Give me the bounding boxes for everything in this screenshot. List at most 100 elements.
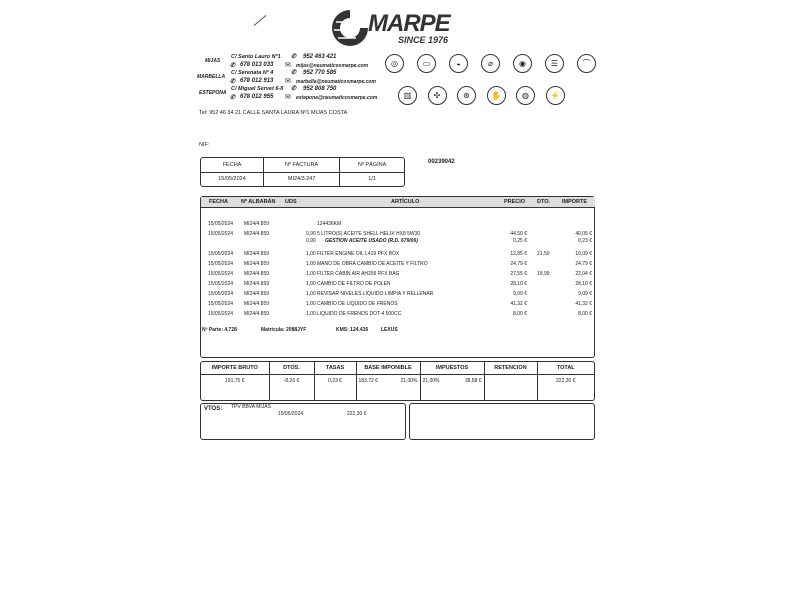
email: estepona@neumaticosmarpe.com	[296, 95, 378, 101]
notes-box	[409, 403, 595, 440]
email-icon: ✉	[285, 78, 291, 85]
row-albaran: MI24/4.859	[244, 301, 270, 307]
row-importe: 40,05 €	[575, 231, 592, 237]
mobile: 678 013 033	[240, 62, 274, 68]
table-row: 15/05/2024 MI24/4.859 0,90 5 LITRO(S) AC…	[201, 231, 595, 240]
row-uds: 1,00	[306, 301, 316, 307]
email-icon: ✉	[285, 94, 291, 101]
row-fecha: 15/05/2024	[208, 271, 234, 277]
city-label: ESTEPONA	[199, 90, 227, 96]
table-row: 0,90 GESTION ACEITE USADO (R.D. 679/06) …	[201, 238, 595, 247]
row-precio: 24,79 €	[510, 261, 527, 267]
phone: 952 808 750	[303, 86, 337, 92]
payment-date: 15/05/2024	[278, 411, 304, 417]
retencion	[483, 373, 538, 400]
row-articulo: REVISAR NIVELES LIQUIDO LIMPIA Y RELLENA…	[317, 291, 434, 297]
row-uds: 0,90	[306, 231, 316, 237]
table-row: 15/05/2024 MI24/4.859 1,00 MANO DE OBRA …	[201, 261, 595, 270]
vehicle-info: Nº Parte: 4.728 Matricula: 2088JYF KMS: …	[201, 327, 595, 336]
total: 222,30 €	[536, 373, 594, 400]
row-articulo: FILTER ENGINE OIL L419 PFX BOX	[317, 251, 400, 257]
impuestos: 21,00% 38,58 €	[419, 373, 485, 400]
license-plate: Matricula: 2088JYF	[261, 327, 307, 333]
hdr-dto: DTO.	[537, 199, 551, 205]
row-fecha: 15/05/2024	[208, 261, 234, 267]
row-albaran: MI24/4.859	[244, 281, 270, 287]
invoice-header-table: FECHA Nº FACTURA Nº PÁGINA 15/05/2024 MI24/…	[200, 157, 405, 187]
row-importe: 10,09 €	[575, 251, 592, 257]
hdr-albaran: Nº ALBARÁN	[241, 199, 276, 205]
street: C/ Santo Lauro Nº1	[231, 54, 281, 60]
row-fecha: 15/05/2024	[208, 311, 234, 317]
phone: 952 463 421	[303, 54, 337, 60]
payment-method: TPV BBVA MIJAS	[231, 404, 271, 410]
row-articulo: 124436KM	[317, 221, 342, 227]
row-uds: 0,90	[306, 238, 316, 244]
row-uds: 1,00	[306, 281, 316, 287]
row-importe: 24,79 €	[575, 261, 592, 267]
row-fecha: 15/05/2024	[208, 221, 234, 227]
col-factura: Nº FACTURA	[263, 158, 341, 173]
phone-icon: ✆	[291, 54, 297, 60]
row-precio: 12,85 €	[510, 251, 527, 257]
row-articulo: GESTION ACEITE USADO (R.D. 679/06)	[325, 238, 418, 244]
mobile: 678 012 913	[240, 78, 274, 84]
row-articulo: CAMBIO DE LIQUIDO DE FRENOS	[317, 301, 398, 307]
tax-amount: 38,58 €	[464, 377, 482, 384]
hdr-articulo: ARTÍCULO	[391, 199, 420, 205]
table-row: 15/05/2024 MI24/4.859 124436KM	[201, 221, 595, 230]
totals-header: TOTAL	[536, 362, 594, 375]
row-albaran: MI24/4.859	[244, 231, 270, 237]
mobile-icon: ✆	[230, 63, 236, 69]
row-dto: 21,50	[537, 251, 550, 257]
hdr-importe: IMPORTE	[562, 199, 588, 205]
vtos-box: VTOS: TPV BBVA MIJAS 15/05/2024 222,30 €	[200, 403, 406, 440]
row-precio: 44,50 €	[510, 231, 527, 237]
page-number: 1/1	[339, 171, 404, 186]
dtos: -8,26 €	[268, 373, 315, 400]
tax-pct: 21,00%	[422, 377, 440, 384]
row-importe: 41,32 €	[575, 301, 592, 307]
oil-icon: ◒	[449, 54, 468, 73]
table-row: 15/05/2024 MI24/4.859 1,00 CAMBIO DE LIQ…	[201, 301, 595, 310]
row-articulo: 5 LITRO(S) ACEITE SHELL HELIX HX8 5W30	[317, 231, 421, 237]
row-albaran: MI24/4.859	[244, 311, 270, 317]
phone-icon: ✆	[291, 86, 297, 92]
row-albaran: MI24/4.859	[244, 251, 270, 257]
row-precio: 0,25 €	[513, 238, 527, 244]
row-articulo: FILTER CABIN AIR AH256 PFX BAG	[317, 271, 400, 277]
importe-bruto: 191,75 €	[201, 373, 270, 400]
headlight-icon: ☰	[545, 54, 564, 73]
parte-number: Nº Parte: 4.728	[202, 327, 237, 333]
phone-icon: ✆	[291, 70, 297, 76]
table-row: 15/05/2024 MI24/4.859 1,00 FILTER ENGINE…	[201, 251, 595, 260]
brake-disc-icon: ◉	[513, 54, 532, 73]
thermometer-icon: ⌀	[481, 54, 500, 73]
row-albaran: MI24/4.859	[244, 291, 270, 297]
row-importe: 8,00 €	[578, 311, 592, 317]
row-articulo: CAMBIO DE FILTRO DE POLEN	[317, 281, 391, 287]
hdr-precio: PRECIO	[504, 199, 526, 205]
table-row: 15/05/2024 MI24/4.859 1,00 CAMBIO DE FIL…	[201, 281, 595, 290]
vehicle-brand: LEXUS	[381, 327, 398, 333]
hdr-fecha: FECHA	[209, 199, 228, 205]
row-albaran: MI24/4.859	[244, 261, 270, 267]
row-uds: 1,00	[306, 271, 316, 277]
row-importe: 22,04 €	[575, 271, 592, 277]
fan-icon: ✣	[427, 86, 447, 105]
row-uds: 1,00	[306, 311, 316, 317]
items-table: FECHA Nº ALBARÁN UDS ARTÍCULO PRECIO DTO…	[200, 196, 595, 358]
city-label: MIJAS	[205, 58, 221, 64]
mobile-icon: ✆	[230, 79, 236, 85]
address-line: Tel: 952 46 34 21 CALLE SANTA LAURA Nº1 …	[199, 110, 348, 116]
street: C/ Serenata Nº 4	[231, 70, 274, 76]
row-precio: 8,00 €	[513, 311, 527, 317]
email: mijas@neumaticosmarpe.com	[296, 63, 369, 69]
totals-header: TASAS	[313, 362, 357, 375]
totals-header: IMPUESTOS	[419, 362, 485, 375]
row-fecha: 15/05/2024	[208, 251, 234, 257]
nif-label: NIF:	[199, 142, 210, 148]
tasas: 0,23 €	[313, 373, 357, 400]
vtos-label: VTOS:	[204, 406, 223, 412]
wheel-icon: ⊛	[457, 86, 476, 105]
